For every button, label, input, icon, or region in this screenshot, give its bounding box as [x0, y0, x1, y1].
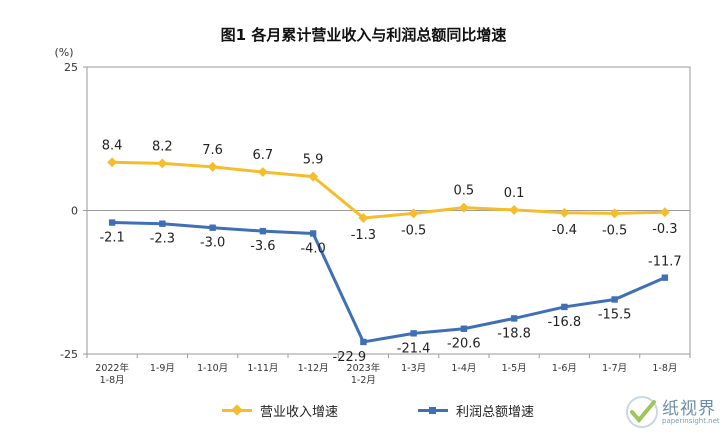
y-tick-label: 25 — [64, 61, 78, 74]
data-label: -4.0 — [300, 241, 325, 256]
data-point — [309, 230, 317, 237]
data-point — [209, 224, 216, 231]
data-point — [360, 338, 367, 346]
legend-item-revenue: 营业收入增速 — [222, 401, 338, 420]
x-tick-label: 2023年 1-2月 — [347, 362, 381, 386]
x-tick-label: 1-7月 — [602, 363, 627, 374]
data-label: 0.5 — [454, 184, 475, 199]
x-tick-label: 1-3月 — [401, 363, 426, 374]
data-label: 0.1 — [504, 186, 525, 201]
data-point — [460, 325, 468, 332]
data-label: 6.7 — [253, 148, 274, 163]
data-point — [510, 315, 518, 322]
data-label: -0.3 — [652, 222, 677, 237]
data-label: -3.6 — [250, 239, 275, 254]
data-point — [259, 227, 267, 235]
y-tick-label: 0 — [71, 205, 78, 218]
data-point — [410, 330, 417, 337]
data-label: -20.6 — [447, 337, 481, 352]
y-unit-label: (%) — [54, 46, 73, 59]
legend-swatch-revenue — [222, 404, 252, 416]
x-tick-label: 1-5月 — [502, 363, 527, 374]
x-tick-label: 1-10月 — [197, 363, 228, 374]
data-label: -16.8 — [548, 315, 582, 330]
y-tick-label: -25 — [60, 348, 78, 361]
data-label: 8.4 — [102, 138, 123, 153]
x-tick-label: 1-11月 — [247, 363, 278, 374]
data-point — [159, 220, 166, 227]
data-point — [157, 158, 168, 169]
data-point — [559, 207, 570, 218]
data-point — [458, 202, 469, 213]
data-point — [611, 296, 618, 303]
data-point — [207, 161, 218, 172]
legend-item-profit: 利润总额增速 — [418, 401, 534, 420]
watermark-logo: 纸视界 paperinsight.net — [624, 390, 724, 432]
data-point — [358, 213, 369, 223]
x-tick-label: 1-4月 — [451, 363, 476, 374]
series-line-profit — [112, 221, 666, 344]
data-label: -2.1 — [99, 231, 124, 246]
data-point — [509, 204, 520, 215]
x-tick-label: 2022年 1-8月 — [95, 362, 129, 386]
series-line-revenue — [112, 160, 665, 220]
data-label: -15.5 — [598, 307, 632, 322]
x-tick-label: 1-8月 — [652, 363, 677, 374]
data-label: -1.3 — [351, 228, 376, 243]
data-point — [408, 208, 419, 219]
data-point — [659, 207, 670, 218]
data-label: -0.4 — [552, 223, 577, 238]
watermark-url: paperinsight.net — [662, 417, 720, 425]
legend-label-profit: 利润总额增速 — [456, 405, 535, 420]
data-point — [108, 219, 116, 226]
data-point — [107, 157, 118, 168]
data-label: 8.2 — [152, 139, 173, 154]
x-tick-label: 1-6月 — [552, 363, 577, 374]
data-point — [609, 208, 620, 219]
data-label: -18.8 — [497, 326, 531, 341]
data-label: -22.9 — [333, 350, 367, 365]
legend-swatch-profit — [418, 407, 448, 414]
data-label: -3.0 — [200, 236, 225, 251]
x-tick-label: 1-12月 — [298, 363, 329, 374]
checkmark-icon — [626, 396, 658, 428]
data-point — [257, 167, 268, 177]
data-label: -2.3 — [150, 232, 175, 247]
data-label: -0.5 — [602, 223, 627, 238]
data-label: -21.4 — [397, 341, 431, 356]
data-label: 7.6 — [202, 143, 223, 158]
watermark-brand: 纸视界 — [662, 399, 716, 419]
data-point — [561, 303, 568, 311]
data-label: -0.5 — [401, 223, 426, 238]
data-label: 5.9 — [303, 153, 324, 168]
data-point — [308, 171, 319, 182]
x-tick-label: 1-9月 — [150, 363, 175, 374]
legend-label-revenue: 营业收入增速 — [260, 405, 339, 420]
chart-title: 图1 各月累计营业收入与利润总额同比增速 — [220, 26, 507, 44]
data-point — [661, 274, 669, 281]
data-label: -11.7 — [648, 255, 682, 270]
